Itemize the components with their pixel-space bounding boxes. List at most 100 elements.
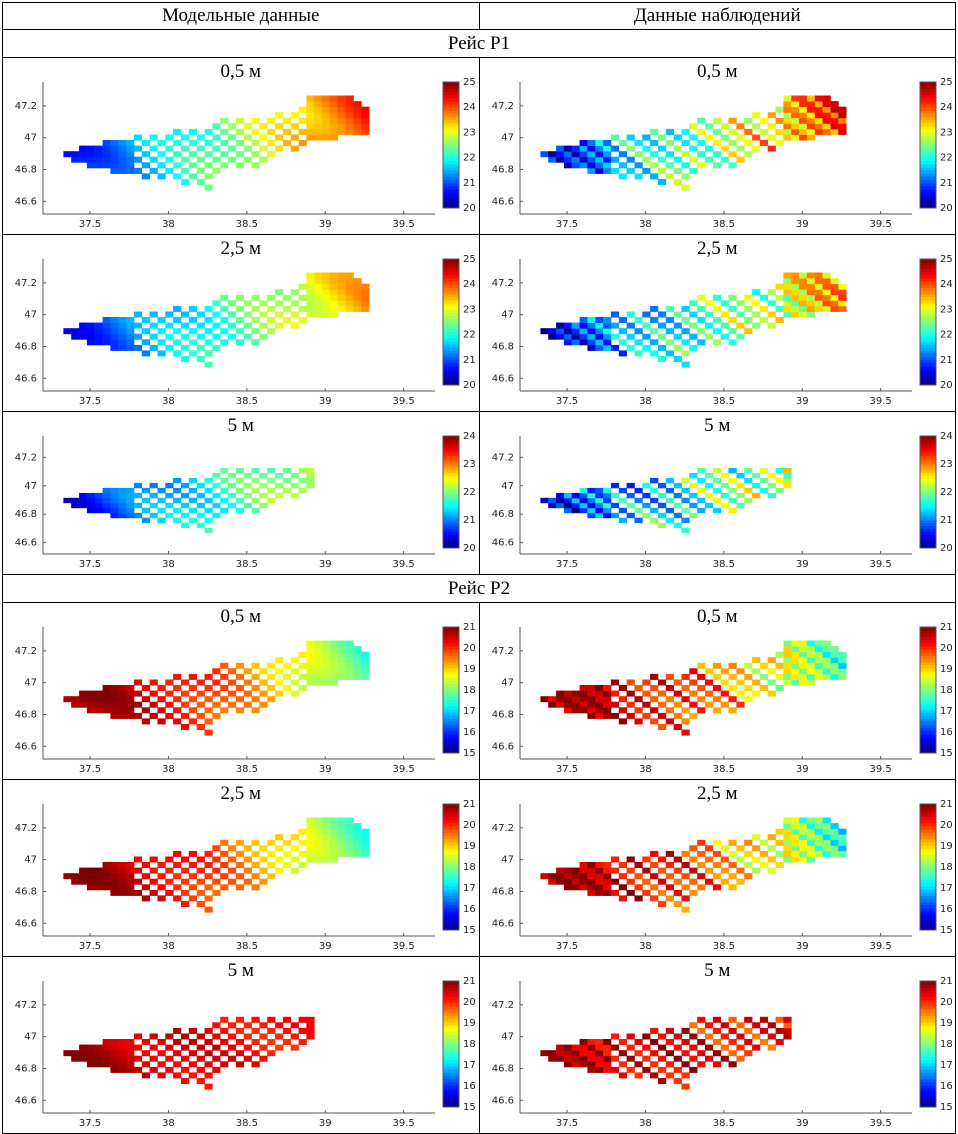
heatmap-cell xyxy=(306,1033,315,1040)
heatmap-cell xyxy=(626,679,635,686)
colorbar-segment xyxy=(443,113,459,118)
colorbar-frame xyxy=(919,626,936,754)
heatmap-cell xyxy=(220,140,229,146)
heatmap-cell xyxy=(118,156,127,163)
heatmap-cell xyxy=(361,112,370,119)
heatmap-cell xyxy=(306,106,315,113)
heatmap-cell xyxy=(329,651,339,658)
heatmap-cell xyxy=(361,839,370,846)
colorbar-segment xyxy=(443,835,459,840)
heatmap-cell xyxy=(235,117,245,124)
heatmap-cell xyxy=(681,128,690,135)
heatmap-cell xyxy=(329,95,339,102)
heatmap-cell xyxy=(322,651,331,658)
heatmap-cell xyxy=(790,311,799,318)
colorbar-segment xyxy=(919,816,936,821)
colorbar-segment xyxy=(919,265,936,269)
x-tick-label: 39.5 xyxy=(869,396,891,407)
colorbar-segment xyxy=(919,486,936,490)
heatmap-cell xyxy=(720,134,729,141)
heatmap-cell xyxy=(626,1033,635,1040)
heatmap-cell xyxy=(71,701,80,708)
heatmap-cell xyxy=(767,492,776,499)
heatmap-cell xyxy=(563,1055,572,1062)
heatmap-cell xyxy=(814,668,823,675)
heatmap-cell xyxy=(618,173,627,180)
heatmap-cell xyxy=(196,690,205,697)
heatmap-cell xyxy=(665,517,674,524)
heatmap-cell xyxy=(79,1050,88,1057)
colorbar-segment xyxy=(919,702,936,707)
heatmap-cell xyxy=(94,873,103,880)
colorbar-segment xyxy=(919,1050,936,1054)
heatmap-cell xyxy=(329,101,339,108)
heatmap-cell xyxy=(681,361,690,368)
colorbar-segment xyxy=(443,822,459,827)
heatmap-cell xyxy=(712,162,721,169)
heatmap-cell xyxy=(728,673,737,680)
heatmap-cell xyxy=(602,712,611,719)
heatmap-cell xyxy=(665,497,674,504)
heatmap-cell xyxy=(173,317,182,323)
heatmap-cell xyxy=(579,492,588,499)
heatmap-cell xyxy=(126,1055,135,1062)
heatmap-cell xyxy=(251,140,260,146)
heatmap-cell xyxy=(204,361,213,368)
heatmap-cell xyxy=(822,845,831,852)
heatmap-cell xyxy=(71,156,80,163)
heatmap-cells xyxy=(539,272,846,368)
heatmap-cell xyxy=(259,473,268,479)
heatmap-cell xyxy=(775,651,784,658)
heatmap-cell xyxy=(212,502,221,509)
heatmap-cell xyxy=(586,328,596,335)
colorbar-segment xyxy=(919,863,936,868)
heatmap-cell xyxy=(798,305,807,312)
heatmap-cell xyxy=(712,696,721,703)
heatmap-cell xyxy=(275,867,284,874)
heatmap-cell xyxy=(181,1078,190,1084)
heatmap-cell xyxy=(798,646,807,653)
colorbar-segment xyxy=(443,119,459,124)
heatmap-cell xyxy=(102,884,111,891)
heatmap-cell xyxy=(806,850,815,857)
colorbar-segment xyxy=(919,315,936,320)
colorbar-segment xyxy=(443,271,459,276)
heatmap-cell xyxy=(102,333,111,340)
heatmap-cell xyxy=(345,117,354,124)
heatmap-cell xyxy=(657,1033,666,1040)
heatmap-cell xyxy=(735,482,745,489)
heatmap-cell xyxy=(141,328,150,335)
heatmap-cell xyxy=(830,123,839,130)
heatmap-cell xyxy=(704,300,713,307)
heatmap-cell xyxy=(282,1016,292,1023)
heatmap-cell xyxy=(329,294,339,301)
heatmap-cell xyxy=(782,468,792,474)
heatmap-cell xyxy=(547,878,556,885)
heatmap-cell xyxy=(267,696,276,703)
colorbar-segment xyxy=(443,363,459,367)
colorbar-segment xyxy=(919,545,936,549)
heatmap-cell xyxy=(602,162,611,169)
colorbar-segment xyxy=(919,480,936,485)
heatmap-cell xyxy=(539,497,549,504)
colorbar-segment xyxy=(443,344,459,348)
colorbar-segment xyxy=(443,740,459,744)
heatmap-cell xyxy=(337,289,346,296)
colorbar-segment xyxy=(443,450,459,454)
heatmap-cell xyxy=(173,151,182,158)
heatmap-cell xyxy=(94,878,103,885)
x-tick-label: 39.5 xyxy=(393,396,415,407)
colorbar-segment xyxy=(919,284,936,288)
heatmap-cell xyxy=(157,487,166,494)
heatmap-cell xyxy=(110,1066,119,1073)
heatmap-cell xyxy=(329,657,339,664)
heatmap-cell xyxy=(314,817,323,824)
heatmap-cell xyxy=(149,492,158,499)
heatmap-cell xyxy=(586,317,596,323)
heatmap-cell xyxy=(775,487,784,494)
heatmap-cell xyxy=(555,145,564,152)
colorbar-segment xyxy=(443,520,459,524)
heatmap-cell xyxy=(306,823,315,830)
heatmap-cell xyxy=(830,112,839,119)
